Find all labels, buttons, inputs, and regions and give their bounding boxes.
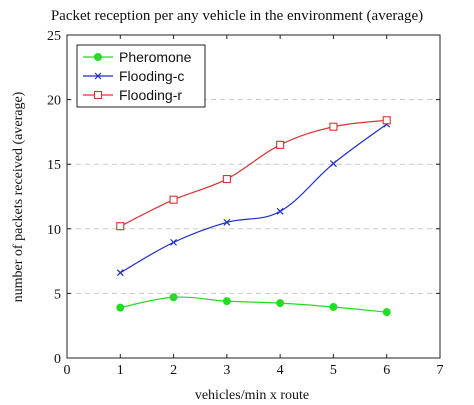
data-point-pheromone-2	[169, 293, 178, 302]
legend-item-flooding-c: Flooding-c	[83, 68, 184, 84]
legend: Pheromone Flooding-c Flooding-r	[76, 44, 206, 108]
series	[116, 116, 391, 317]
data-point-flooding-r-4	[276, 140, 285, 149]
data-point-flooding-c-5	[330, 160, 337, 167]
series-line-flooding-r	[120, 119, 387, 227]
data-point-flooding-c-2-stroke-b	[170, 238, 177, 246]
x-axis-label: vehicles/min x route	[195, 388, 309, 403]
x-tick-label: 7	[437, 363, 444, 378]
data-point-flooding-c-1	[116, 269, 124, 277]
data-point-flooding-c-4	[276, 207, 284, 215]
x-tick-label: 0	[64, 363, 71, 378]
data-point-flooding-c-3	[223, 218, 231, 226]
axes	[66, 34, 441, 359]
y-tick-label: 5	[54, 287, 61, 302]
data-point-pheromone-4	[276, 299, 285, 308]
data-point-pheromone-3	[222, 297, 231, 306]
legend-marker-flooding-c-stroke-b	[94, 72, 102, 80]
x-tick-label: 2	[170, 363, 177, 378]
data-point-flooding-c-5-stroke-b	[330, 160, 337, 167]
x-tick-label: 3	[223, 363, 230, 378]
legend-marker-flooding-r	[93, 90, 103, 100]
y-tick-label: 10	[47, 223, 61, 238]
series-line-flooding-c	[119, 123, 388, 274]
x-tick-label: 1	[117, 363, 124, 378]
data-point-flooding-r-6	[382, 116, 391, 125]
y-axis-ticks: 0 5 10 15 20 25	[47, 29, 440, 367]
grid	[67, 99, 440, 294]
y-axis-label: number of packets received (average)	[11, 91, 26, 302]
legend-label-flooding-r: Flooding-r	[119, 87, 182, 103]
series-flooding-c	[116, 120, 391, 277]
x-tick-label: 4	[277, 363, 284, 378]
data-point-flooding-c-1-stroke-b	[116, 269, 124, 277]
y-tick-label: 15	[47, 158, 61, 173]
series-flooding-r	[116, 116, 391, 231]
chart-title: Packet reception per any vehicle in the …	[51, 8, 423, 24]
data-point-flooding-c-2	[170, 238, 177, 246]
data-point-flooding-r-5	[329, 122, 338, 131]
x-axis-ticks: 0 1 2 3 4 5 6 7	[64, 35, 444, 378]
data-point-flooding-r-1	[116, 222, 125, 231]
x-tick-label: 6	[383, 363, 390, 378]
data-point-flooding-c-4-stroke-b	[276, 207, 284, 215]
legend-label-pheromone: Pheromone	[119, 49, 192, 65]
plot-frame	[66, 34, 441, 359]
data-point-flooding-r-2	[169, 195, 178, 204]
y-tick-label: 25	[47, 29, 61, 44]
data-point-pheromone-6	[382, 308, 391, 317]
legend-item-flooding-r: Flooding-r	[83, 87, 182, 103]
y-tick-label: 0	[54, 352, 61, 367]
data-point-flooding-r-3	[222, 175, 231, 184]
series-pheromone	[116, 293, 391, 317]
series-line-pheromone	[120, 296, 387, 313]
data-point-pheromone-5	[329, 302, 338, 311]
data-point-pheromone-1	[116, 303, 125, 312]
legend-label-flooding-c: Flooding-c	[119, 68, 184, 84]
legend-marker-flooding-c	[94, 72, 102, 80]
legend-marker-pheromone	[94, 53, 102, 61]
legend-item-pheromone: Pheromone	[83, 49, 192, 65]
y-tick-label: 20	[47, 94, 61, 109]
data-point-flooding-c-3-stroke-b	[223, 218, 231, 226]
x-tick-label: 5	[330, 363, 337, 378]
